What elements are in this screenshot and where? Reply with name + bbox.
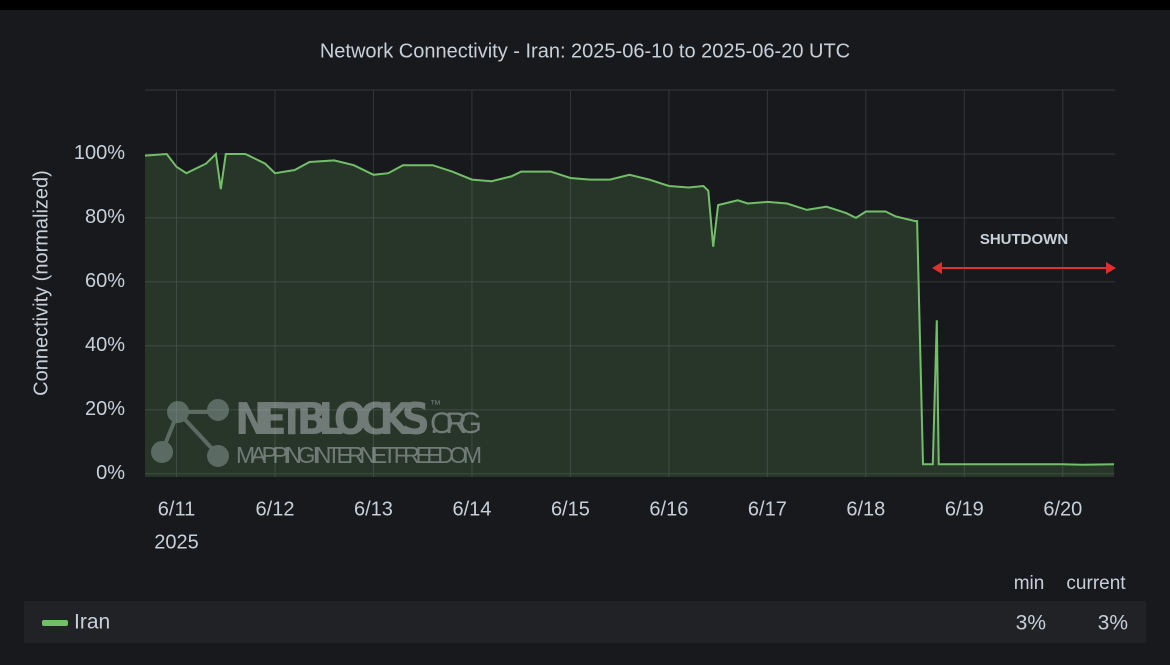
line <box>144 151 1115 466</box>
legend-row <box>24 601 1146 643</box>
x-tick-label: 6/13 <box>354 498 393 520</box>
plot <box>144 151 1115 477</box>
watermark-mark: ™ <box>430 399 441 411</box>
x-tick-label: 6/17 <box>748 498 787 520</box>
y-tick-label: 20% <box>85 398 125 420</box>
legend-header: current <box>1066 573 1126 594</box>
legend-value: 3% <box>1016 612 1046 635</box>
watermark: NETBLOCKS ™ .ORG MAPPING INTERNET FREEDO… <box>151 394 482 468</box>
watermark-name: NETBLOCKS <box>235 394 430 445</box>
x-tick-label: 6/20 <box>1043 498 1082 520</box>
watermark-tagline: MAPPING INTERNET FREEDOM <box>236 442 482 468</box>
watermark-logo <box>151 399 229 467</box>
y-tick-label: 60% <box>85 270 125 292</box>
x-tick-label: 6/15 <box>551 498 590 520</box>
legend-swatch <box>42 620 68 626</box>
panel <box>0 10 1170 665</box>
y-tick-label: 100% <box>74 142 125 164</box>
y-tick-label: 40% <box>85 334 125 356</box>
y-tick-label: 80% <box>85 206 125 228</box>
legend-header: min <box>1014 573 1045 594</box>
x-tick-label: 6/12 <box>256 498 295 520</box>
x-tick-label: 6/18 <box>846 498 885 520</box>
chart-title: Network Connectivity - Iran: 2025-06-10 … <box>320 40 850 62</box>
y-axis-label: Connectivity (normalized) <box>30 170 52 396</box>
grid: 0% 20% 40% 60% 80% 100% 6/11 6/12 6/13 6/14 6/15 6/… <box>74 89 1115 553</box>
x-year-label: 2025 <box>154 531 199 553</box>
annotation: SHUTDOWN <box>980 231 1068 248</box>
y-tick-label: 0% <box>96 462 125 484</box>
legend-label: Iran <box>74 611 110 634</box>
area <box>145 154 1115 477</box>
x-tick-label: 6/19 <box>945 498 984 520</box>
watermark-domain: .ORG <box>430 407 482 440</box>
x-tick-label: 6/14 <box>452 498 491 520</box>
legend-value: 3% <box>1098 612 1128 635</box>
annotation-arrow <box>932 262 1116 274</box>
x-tick-label: 6/16 <box>649 498 688 520</box>
x-tick-label: 6/11 <box>158 498 195 520</box>
